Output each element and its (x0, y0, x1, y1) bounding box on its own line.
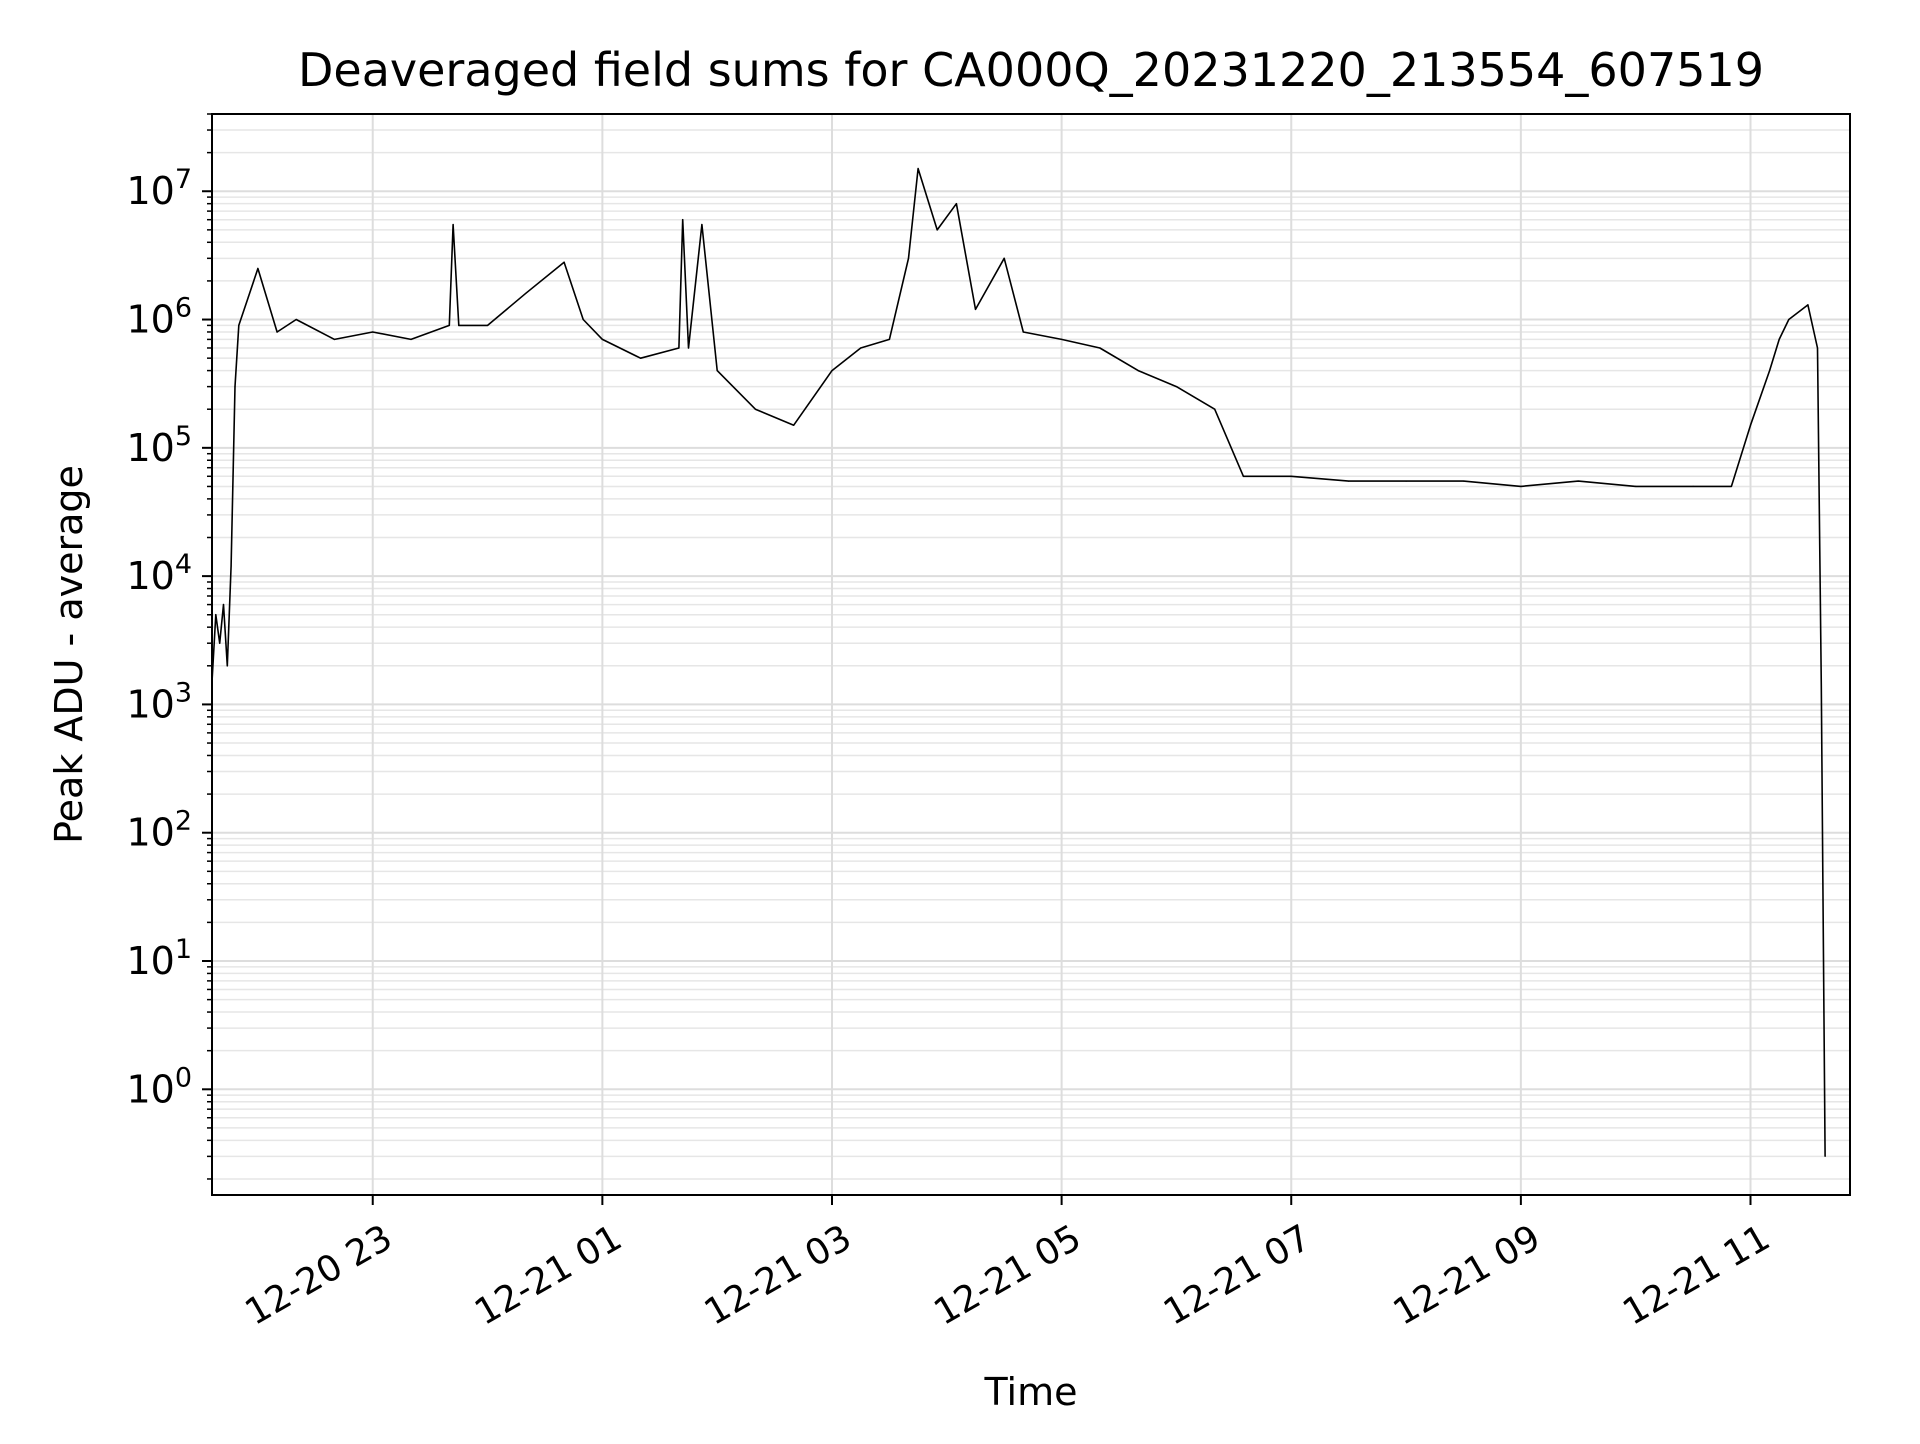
data-point (1788, 318, 1790, 321)
data-point (215, 614, 217, 616)
data-point (1820, 685, 1822, 687)
data-point (333, 338, 336, 340)
data-point (1778, 338, 1780, 340)
data-point (601, 338, 604, 340)
data-point (754, 408, 757, 410)
data-point (1749, 424, 1752, 426)
y-tick-label: 105 (126, 421, 192, 470)
y-tick-label: 103 (126, 677, 192, 726)
data-point (955, 203, 958, 205)
data-point (793, 424, 795, 426)
data-point (1022, 331, 1024, 333)
data-point (1290, 475, 1292, 477)
x-tick-label: 12-21 03 (698, 1217, 859, 1333)
data-point (1816, 347, 1819, 349)
data-point (701, 224, 703, 226)
y-tick-label: 107 (126, 164, 192, 213)
data-point (640, 357, 642, 359)
data-point (1462, 480, 1465, 482)
x-axis-label: Time (984, 1370, 1078, 1414)
x-tick-label: 12-21 11 (1616, 1217, 1777, 1333)
major-gridlines (212, 114, 1850, 1195)
data-point (1061, 338, 1063, 340)
data-point (448, 324, 450, 326)
data-point (234, 386, 236, 388)
y-tick-label: 106 (126, 293, 192, 342)
y-tick-label: 102 (126, 806, 192, 855)
series-layer (211, 167, 1826, 1157)
data-point (238, 324, 240, 326)
x-tick-label: 12-21 05 (927, 1217, 1088, 1333)
data-point (226, 665, 228, 667)
data-point (257, 267, 259, 270)
plot-frame (211, 113, 1851, 1196)
data-point (1003, 257, 1005, 259)
y-axis-ticks: 100 101 102 103 104 105 106 107 (126, 113, 212, 1180)
data-point (452, 224, 454, 226)
data-point (1214, 408, 1216, 410)
series-line (211, 167, 1826, 1157)
y-tick-label: 101 (126, 934, 192, 983)
data-point (1137, 370, 1139, 372)
data-point (860, 347, 862, 349)
data-point (247, 296, 249, 298)
data-point (1405, 480, 1407, 482)
data-point (487, 324, 489, 326)
data-point (888, 338, 891, 340)
chart-title: Deaveraged field sums for CA000Q_2023122… (298, 43, 1764, 97)
data-point (1175, 386, 1177, 388)
data-point (917, 168, 919, 170)
data-point (1824, 1155, 1826, 1157)
y-tick-label: 100 (126, 1062, 192, 1111)
y-axis-label: Peak ADU - average (47, 465, 91, 844)
data-point (1242, 475, 1244, 477)
y-tick-label: 104 (126, 549, 192, 598)
data-point (230, 565, 232, 567)
data-point (458, 324, 460, 326)
data-point (716, 370, 718, 372)
data-point (276, 331, 278, 333)
data-point (563, 261, 565, 263)
data-point (1520, 485, 1522, 487)
data-point (295, 318, 297, 321)
data-point (936, 229, 938, 231)
x-tick-label: 12-21 01 (468, 1217, 629, 1333)
data-point (682, 219, 684, 221)
data-point (678, 347, 680, 349)
data-point (1635, 485, 1637, 487)
data-point (1348, 480, 1350, 482)
data-point (219, 642, 221, 644)
data-point (974, 308, 977, 310)
data-point (1822, 921, 1824, 924)
x-axis-ticks: 12-20 23 12-21 01 12-21 03 12-21 05 12-21 07… (239, 1195, 1777, 1334)
data-point (222, 604, 225, 606)
data-point (1099, 347, 1101, 349)
x-tick-label: 12-21 09 (1387, 1217, 1548, 1333)
data-point (687, 347, 690, 349)
data-point (1577, 480, 1579, 482)
minor-gridlines (212, 113, 1850, 1180)
data-point (1807, 304, 1809, 306)
x-tick-label: 12-21 07 (1157, 1217, 1318, 1333)
data-point (525, 292, 527, 294)
data-point (372, 331, 374, 333)
data-point (831, 370, 833, 372)
data-point (410, 338, 412, 340)
data-point (907, 257, 910, 259)
data-point (582, 318, 584, 321)
x-tick-label: 12-20 23 (239, 1217, 400, 1333)
data-point (1692, 485, 1694, 487)
data-point (1769, 370, 1771, 372)
data-point (1730, 485, 1732, 487)
